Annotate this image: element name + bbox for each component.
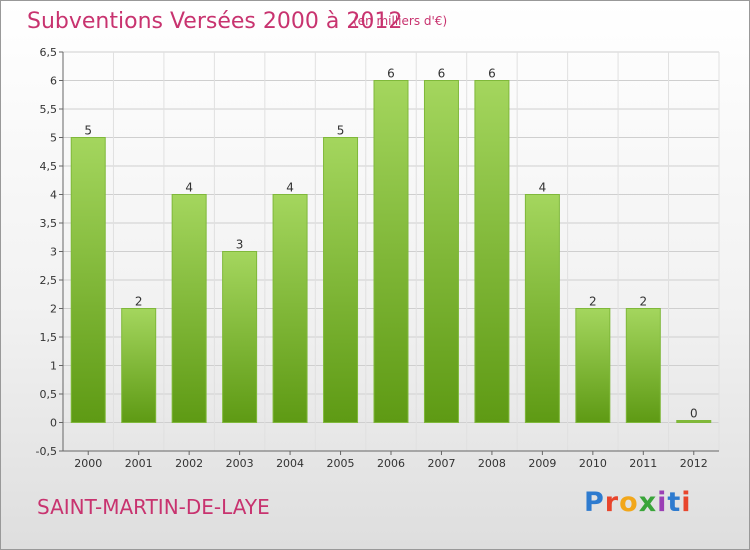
logo-letter: P <box>584 487 605 518</box>
y-tick-label: 4 <box>50 189 57 202</box>
y-tick-label: 3 <box>50 246 57 259</box>
proxiti-logo: Proxiti <box>584 487 692 518</box>
value-label: 6 <box>438 67 446 81</box>
value-label: 4 <box>185 181 193 195</box>
value-label: 0 <box>690 407 698 421</box>
value-label: 6 <box>488 67 496 81</box>
bar <box>625 308 661 423</box>
x-tick-label: 2006 <box>377 457 405 470</box>
bar <box>373 80 409 423</box>
value-label: 2 <box>639 295 647 309</box>
x-tick-label: 2010 <box>579 457 607 470</box>
chart-unit: (en milliers d'€) <box>353 14 448 28</box>
value-label: 5 <box>337 124 345 138</box>
y-tick-label: -0,5 <box>36 445 57 458</box>
x-tick-label: 2001 <box>125 457 153 470</box>
y-tick-label: 4,5 <box>40 160 58 173</box>
bar <box>171 194 207 423</box>
x-tick-label: 2002 <box>175 457 203 470</box>
x-tick-labels: 2000 2001 2002 2003 2004 2005 2006 2007 2008 2009… <box>74 457 708 470</box>
x-tick-label: 2011 <box>629 457 657 470</box>
value-labels: 5 2 4 3 4 5 6 6 6 4 2 2 0 <box>84 67 697 421</box>
y-tick-labels: -0,5 0 0,5 1 1,5 2 2,5 3 3,5 4 4,5 5 5,5 6 6,5 <box>36 46 57 458</box>
x-tick-label: 2000 <box>74 457 102 470</box>
y-tick-label: 1,5 <box>40 331 58 344</box>
x-tick-label: 2007 <box>427 457 455 470</box>
x-tick-label: 2005 <box>327 457 355 470</box>
bar <box>323 137 359 423</box>
x-tick-label: 2004 <box>276 457 304 470</box>
value-label: 2 <box>589 295 597 309</box>
x-tick-label: 2008 <box>478 457 506 470</box>
logo-letter: x <box>638 487 658 518</box>
bar <box>524 194 560 423</box>
y-tick-label: 2,5 <box>40 274 58 287</box>
y-tick-label: 5,5 <box>40 103 58 116</box>
logo-letter: o <box>619 487 639 518</box>
y-tick-label: 3,5 <box>40 217 58 230</box>
value-label: 2 <box>135 295 143 309</box>
logo-letter: i <box>657 487 668 518</box>
bar <box>70 137 106 423</box>
bars <box>70 80 712 423</box>
logo-letter: r <box>604 487 620 518</box>
value-label: 4 <box>286 181 294 195</box>
value-label: 5 <box>84 124 92 138</box>
x-tick-label: 2003 <box>226 457 254 470</box>
value-label: 6 <box>387 67 395 81</box>
x-tick-label: 2009 <box>528 457 556 470</box>
y-tick-label: 5 <box>50 132 57 145</box>
y-tick-label: 6 <box>50 75 57 88</box>
y-tick-label: 1 <box>50 360 57 373</box>
bar <box>474 80 510 423</box>
value-label: 4 <box>539 181 547 195</box>
bar <box>676 420 712 423</box>
x-tick-label: 2012 <box>680 457 708 470</box>
value-label: 3 <box>236 238 244 252</box>
bar <box>575 308 611 423</box>
bar <box>423 80 459 423</box>
bar <box>222 251 258 423</box>
bar <box>272 194 308 423</box>
axes <box>59 51 719 455</box>
chart-title: Subventions Versées 2000 à 2012 <box>27 9 403 34</box>
y-tick-label: 0,5 <box>40 388 58 401</box>
y-tick-label: 2 <box>50 303 57 316</box>
logo-letter: t <box>667 487 682 518</box>
logo-letter: i <box>681 487 692 518</box>
y-tick-label: 6,5 <box>40 46 58 59</box>
bar <box>121 308 157 423</box>
commune-name: SAINT-MARTIN-DE-LAYE <box>37 495 270 519</box>
y-tick-label: 0 <box>50 417 57 430</box>
